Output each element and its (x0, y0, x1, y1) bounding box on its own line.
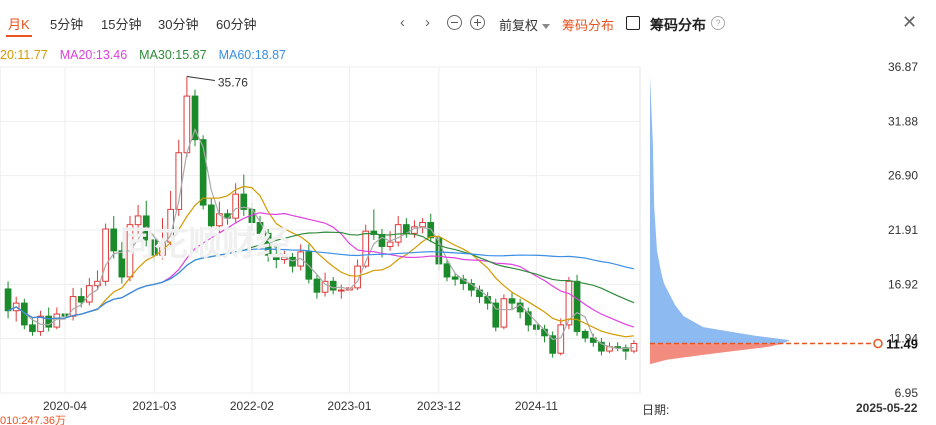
candle-body (386, 241, 394, 247)
candle-body (77, 296, 85, 303)
candle-body (573, 280, 581, 332)
volume-peek-label: 010:247.36万 (0, 415, 66, 425)
x-tick-label: 2020-04 (43, 399, 87, 413)
candle-body (264, 232, 272, 256)
candle-body (45, 315, 53, 328)
candle-body (492, 302, 500, 328)
price-tick-label: 36.87 (888, 60, 918, 74)
candle-body (183, 95, 191, 154)
current-price-label: 11.49 (886, 337, 918, 352)
candle-body (86, 285, 93, 303)
ma10-label: 20:11.77 (0, 48, 48, 62)
date-label: 日期: (642, 403, 670, 417)
panel-title: 筹码分布 (650, 17, 706, 33)
price-tick-label: 11.94 (889, 332, 918, 346)
candle-body (118, 250, 126, 278)
candle-body (419, 221, 426, 228)
chip-profit-area (650, 76, 790, 344)
candle-body (354, 265, 361, 289)
candle-body (581, 330, 589, 339)
tab-60min[interactable]: 60分钟 (216, 17, 257, 32)
toolbar: 月K 5分钟 15分钟 30分钟 60分钟 ‹ › 前复权 筹码分布 筹码分布 … (0, 0, 936, 46)
tab-30min[interactable]: 30分钟 (158, 17, 199, 32)
x-tick-label: 2021-03 (132, 399, 176, 413)
prev-arrow-icon[interactable]: ‹ (400, 14, 405, 31)
candle-body (370, 230, 378, 235)
candle-body (199, 139, 207, 206)
zoom-out-icon[interactable] (447, 15, 462, 30)
candle-body (337, 289, 345, 292)
candle-body (29, 324, 36, 332)
candle-body (549, 335, 556, 354)
price-tick-label: 26.90 (888, 169, 918, 183)
candle-body (94, 280, 101, 287)
x-tick-label: 2023-01 (327, 399, 371, 413)
price-tick-label: 21.91 (888, 223, 918, 237)
tab-monthly-k[interactable]: 月K (8, 17, 30, 32)
x-tick-label: 2023-12 (417, 399, 461, 413)
candle-body (557, 324, 565, 354)
adjust-label: 前复权 (499, 18, 539, 33)
ma-line-3 (7, 127, 635, 350)
candle-body (565, 280, 573, 326)
candle-body (240, 193, 248, 210)
candle-body (110, 228, 118, 252)
ma60-label: MA60:18.87 (218, 48, 286, 62)
candle-body (272, 254, 280, 261)
candle-body (313, 278, 321, 293)
tab-5min[interactable]: 5分钟 (50, 17, 84, 32)
candle-body (69, 296, 77, 317)
help-icon[interactable]: ? (711, 16, 725, 30)
ma30-label: MA30:15.87 (139, 48, 207, 62)
candle-body (321, 280, 329, 293)
candle-body (614, 346, 622, 349)
candle-body (378, 233, 386, 247)
candle-body (4, 288, 12, 312)
ma20-label: MA20:13.46 (59, 48, 128, 62)
candle-body (232, 193, 239, 219)
candle-body (622, 347, 630, 352)
chip-distribution-button[interactable]: 筹码分布 (562, 18, 615, 33)
ma-line-10 (7, 185, 635, 338)
candle-body (524, 311, 532, 326)
candle-body (500, 298, 508, 328)
candle-body (451, 276, 459, 280)
candle-body (508, 298, 516, 304)
current-price-marker (873, 338, 883, 349)
chip-loss-area (650, 343, 783, 365)
price-tick-label: 16.92 (888, 277, 918, 291)
candle-body (598, 341, 605, 352)
candle-body (362, 230, 370, 267)
candle-body (134, 215, 142, 226)
x-tick-label: 2024-11 (515, 399, 558, 413)
chevron-down-icon (542, 24, 551, 30)
x-tick-label: 2022-02 (230, 399, 274, 413)
max-price-label: 35.76 (218, 75, 248, 89)
price-tick-label: 6.95 (895, 386, 919, 400)
watermark: 同花顺财经 (120, 225, 290, 263)
candle-body (191, 95, 199, 141)
max-marker-arrow (186, 75, 215, 81)
candle-body (159, 241, 166, 256)
ma-legend: 20:11.77 MA20:13.46 MA30:15.87 MA60:18.87 (0, 48, 298, 62)
price-tick-label: 31.88 (888, 114, 918, 128)
next-arrow-icon[interactable]: › (425, 14, 430, 31)
candle-body (207, 204, 215, 227)
tab-15min[interactable]: 15分钟 (101, 17, 142, 32)
active-tab-indicator (6, 35, 32, 37)
candle-body (289, 256, 296, 267)
close-icon[interactable]: ✕ (902, 12, 918, 32)
ma-line-60 (7, 248, 635, 320)
expand-icon[interactable] (626, 16, 640, 30)
date-value: 2025-05-22 (856, 401, 918, 415)
candle-body (329, 280, 337, 291)
candle-body (443, 263, 451, 278)
adjust-dropdown[interactable]: 前复权 (499, 15, 551, 34)
candle-body (102, 228, 109, 282)
zoom-in-icon[interactable] (470, 15, 485, 30)
